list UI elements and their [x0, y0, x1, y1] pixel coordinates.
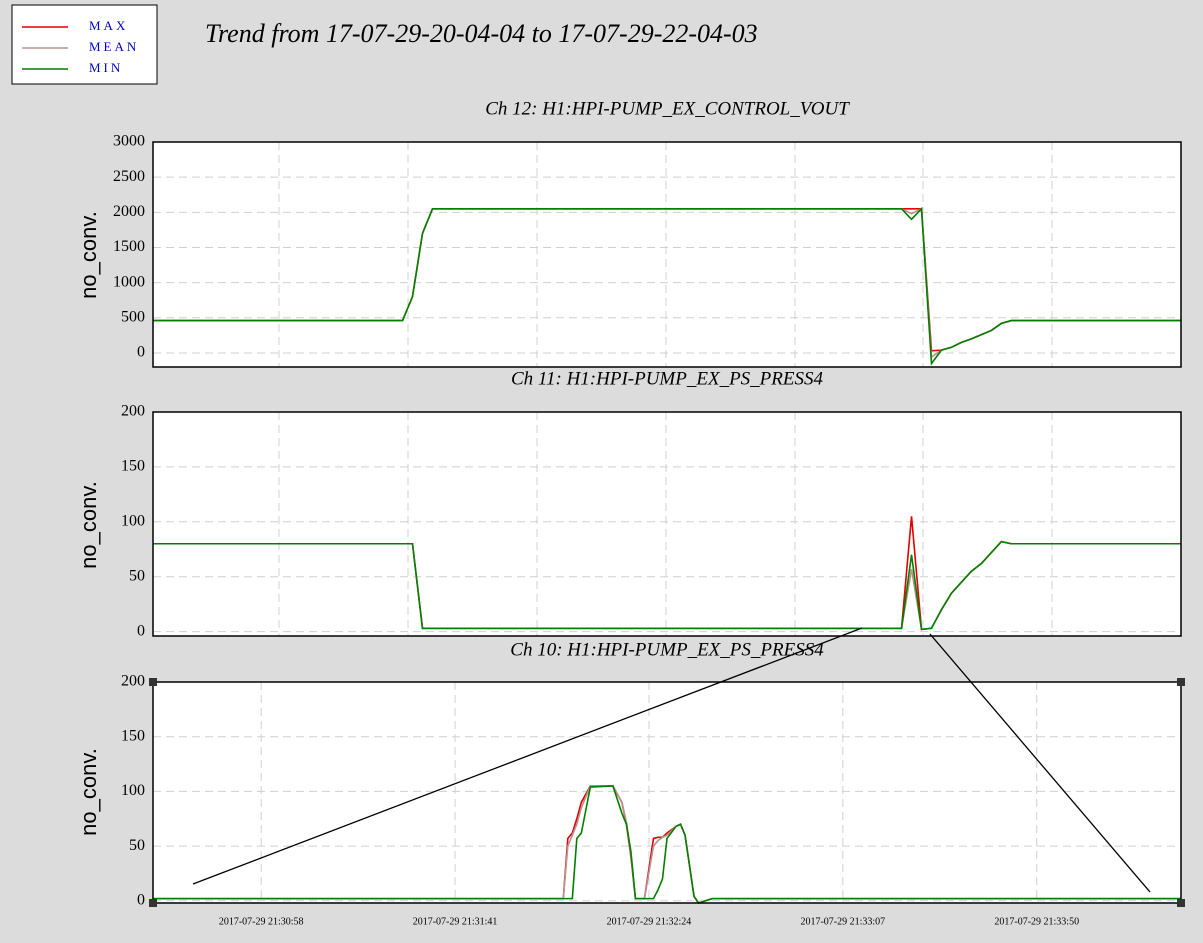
- y-tick-label: 100: [121, 512, 145, 529]
- panel-title: Ch 10: H1:HPI-PUMP_EX_PS_PRESS4: [510, 639, 824, 660]
- y-tick-label: 2500: [113, 168, 145, 185]
- y-axis-label: no_conv.: [76, 748, 101, 836]
- y-tick-label: 2000: [113, 203, 145, 220]
- y-tick-label: 50: [129, 837, 145, 854]
- zoom-indicator: [192, 627, 1151, 893]
- y-tick-label: 100: [121, 782, 145, 799]
- panel-title: Ch 11: H1:HPI-PUMP_EX_PS_PRESS4: [511, 368, 824, 389]
- plot-frame: [152, 681, 1182, 904]
- series-line: [153, 206, 1181, 366]
- panel: Ch 12: H1:HPI-PUMP_EX_CONTROL_VOUT no_con…: [76, 98, 1182, 368]
- legend-label: MAX: [89, 18, 128, 33]
- legend: MAX MEAN MIN: [22, 18, 139, 75]
- plot-frame: [152, 141, 1182, 368]
- y-tick-label: 200: [121, 673, 145, 690]
- y-axis-label: no_conv.: [76, 211, 101, 299]
- main-title: Trend from 17-07-29-20-04-04 to 17-07-29…: [205, 19, 758, 48]
- y-tick-label: 50: [129, 567, 145, 584]
- panel: Ch 10: H1:HPI-PUMP_EX_PS_PRESS4 no_conv. 0…: [76, 639, 1182, 927]
- panel: Ch 11: H1:HPI-PUMP_EX_PS_PRESS4 no_conv. 0…: [76, 368, 1182, 639]
- plot-area: [153, 142, 1181, 367]
- plots: Ch 12: H1:HPI-PUMP_EX_CONTROL_VOUT no_con…: [76, 98, 1182, 927]
- y-tick-label: 1000: [113, 273, 145, 290]
- x-tick-label: 2017-07-29 21:33:50: [994, 916, 1079, 927]
- series-line: [153, 540, 1181, 631]
- y-tick-label: 3000: [113, 133, 145, 150]
- series-line: [153, 785, 1181, 904]
- legend-box: [11, 4, 158, 85]
- x-tick-label: 2017-07-29 21:30:58: [219, 916, 304, 927]
- y-axis-label: no_conv.: [76, 481, 101, 569]
- x-tick-label: 2017-07-29 21:33:07: [800, 916, 885, 927]
- x-tick-label: 2017-07-29 21:32:24: [607, 916, 692, 927]
- y-tick-label: 200: [121, 403, 145, 420]
- plot-frame: [152, 411, 1182, 637]
- y-tick-label: 0: [137, 891, 145, 908]
- y-tick-label: 0: [137, 622, 145, 639]
- plot-area: [153, 682, 1181, 903]
- panel-title: Ch 12: H1:HPI-PUMP_EX_CONTROL_VOUT: [485, 98, 850, 119]
- y-tick-label: 150: [121, 458, 145, 475]
- x-tick-label: 2017-07-29 21:31:41: [413, 916, 498, 927]
- frame-handles: [149, 678, 1185, 907]
- y-tick-label: 1500: [113, 238, 145, 255]
- y-tick-label: 500: [121, 308, 145, 325]
- legend-label: MEAN: [89, 39, 139, 54]
- vertical-grid: [278, 142, 1053, 636]
- y-tick-label: 150: [121, 727, 145, 744]
- plot-area: [153, 412, 1181, 636]
- y-tick-label: 0: [137, 344, 145, 361]
- legend-label: MIN: [89, 60, 123, 75]
